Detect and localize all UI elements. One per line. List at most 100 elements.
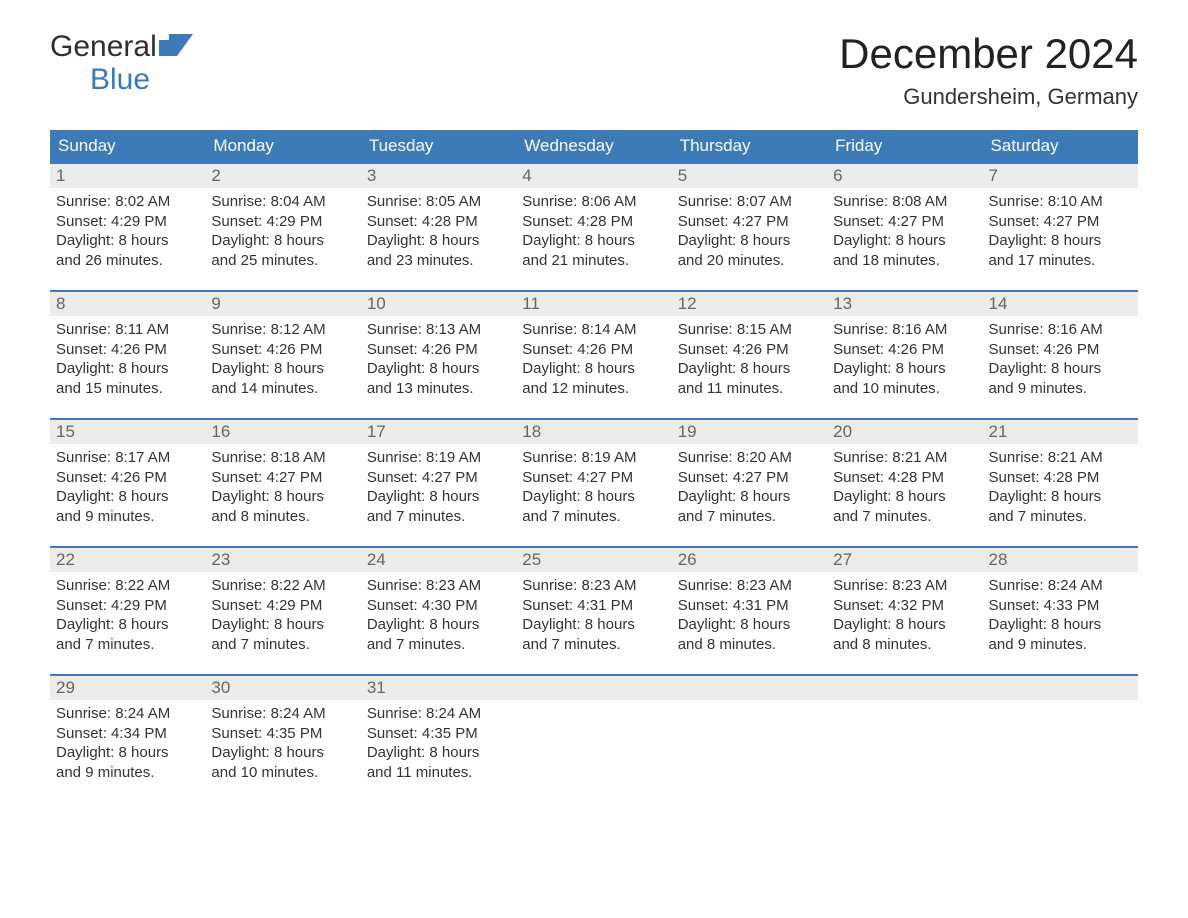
sunset-text: Sunset: 4:27 PM (367, 468, 510, 488)
sunset-text: Sunset: 4:27 PM (522, 468, 665, 488)
d2-text: and 7 minutes. (989, 507, 1132, 527)
d2-text: and 18 minutes. (833, 251, 976, 271)
title-block: December 2024 Gundersheim, Germany (839, 30, 1138, 110)
sunrise-text: Sunrise: 8:02 AM (56, 192, 199, 212)
day-number: 13 (827, 292, 982, 316)
d1-text: Daylight: 8 hours (678, 615, 821, 635)
logo-line1: General (50, 30, 157, 63)
day-content: Sunrise: 8:21 AMSunset: 4:28 PMDaylight:… (827, 444, 982, 532)
day-number: 26 (672, 548, 827, 572)
sunset-text: Sunset: 4:34 PM (56, 724, 199, 744)
day-content: Sunrise: 8:23 AMSunset: 4:32 PMDaylight:… (827, 572, 982, 660)
day-cell: 9Sunrise: 8:12 AMSunset: 4:26 PMDaylight… (205, 292, 360, 404)
sunset-text: Sunset: 4:26 PM (211, 340, 354, 360)
day-cell: 27Sunrise: 8:23 AMSunset: 4:32 PMDayligh… (827, 548, 982, 660)
sunset-text: Sunset: 4:29 PM (56, 596, 199, 616)
d1-text: Daylight: 8 hours (211, 359, 354, 379)
day-content: Sunrise: 8:14 AMSunset: 4:26 PMDaylight:… (516, 316, 671, 404)
day-cell: 21Sunrise: 8:21 AMSunset: 4:28 PMDayligh… (983, 420, 1138, 532)
day-content: Sunrise: 8:23 AMSunset: 4:31 PMDaylight:… (516, 572, 671, 660)
sunrise-text: Sunrise: 8:05 AM (367, 192, 510, 212)
weekday-header: Monday (205, 130, 360, 162)
day-number: 7 (983, 164, 1138, 188)
day-number: 3 (361, 164, 516, 188)
sunrise-text: Sunrise: 8:04 AM (211, 192, 354, 212)
day-number: 9 (205, 292, 360, 316)
sunrise-text: Sunrise: 8:07 AM (678, 192, 821, 212)
d1-text: Daylight: 8 hours (522, 615, 665, 635)
sunrise-text: Sunrise: 8:14 AM (522, 320, 665, 340)
sunrise-text: Sunrise: 8:17 AM (56, 448, 199, 468)
sunrise-text: Sunrise: 8:06 AM (522, 192, 665, 212)
sunset-text: Sunset: 4:29 PM (211, 596, 354, 616)
weeks-container: 1Sunrise: 8:02 AMSunset: 4:29 PMDaylight… (50, 162, 1138, 788)
d2-text: and 15 minutes. (56, 379, 199, 399)
d1-text: Daylight: 8 hours (367, 743, 510, 763)
d1-text: Daylight: 8 hours (367, 231, 510, 251)
d2-text: and 10 minutes. (211, 763, 354, 783)
month-title: December 2024 (839, 30, 1138, 78)
day-cell: 17Sunrise: 8:19 AMSunset: 4:27 PMDayligh… (361, 420, 516, 532)
day-content: Sunrise: 8:08 AMSunset: 4:27 PMDaylight:… (827, 188, 982, 276)
week-row: 22Sunrise: 8:22 AMSunset: 4:29 PMDayligh… (50, 546, 1138, 660)
day-content: Sunrise: 8:18 AMSunset: 4:27 PMDaylight:… (205, 444, 360, 532)
day-number: 27 (827, 548, 982, 572)
logo: General Blue (50, 30, 193, 96)
d2-text: and 7 minutes. (833, 507, 976, 527)
d2-text: and 8 minutes. (833, 635, 976, 655)
sunset-text: Sunset: 4:26 PM (522, 340, 665, 360)
sunrise-text: Sunrise: 8:20 AM (678, 448, 821, 468)
week-row: 8Sunrise: 8:11 AMSunset: 4:26 PMDaylight… (50, 290, 1138, 404)
day-number: 24 (361, 548, 516, 572)
d2-text: and 23 minutes. (367, 251, 510, 271)
day-number: 6 (827, 164, 982, 188)
d1-text: Daylight: 8 hours (678, 487, 821, 507)
d2-text: and 17 minutes. (989, 251, 1132, 271)
d2-text: and 7 minutes. (211, 635, 354, 655)
sunrise-text: Sunrise: 8:21 AM (833, 448, 976, 468)
sunset-text: Sunset: 4:28 PM (367, 212, 510, 232)
sunrise-text: Sunrise: 8:22 AM (56, 576, 199, 596)
day-content: Sunrise: 8:04 AMSunset: 4:29 PMDaylight:… (205, 188, 360, 276)
day-cell (516, 676, 671, 788)
day-cell: 14Sunrise: 8:16 AMSunset: 4:26 PMDayligh… (983, 292, 1138, 404)
day-cell: 23Sunrise: 8:22 AMSunset: 4:29 PMDayligh… (205, 548, 360, 660)
location: Gundersheim, Germany (839, 84, 1138, 110)
d2-text: and 25 minutes. (211, 251, 354, 271)
day-cell (672, 676, 827, 788)
d2-text: and 21 minutes. (522, 251, 665, 271)
day-content: Sunrise: 8:15 AMSunset: 4:26 PMDaylight:… (672, 316, 827, 404)
day-cell: 16Sunrise: 8:18 AMSunset: 4:27 PMDayligh… (205, 420, 360, 532)
d2-text: and 11 minutes. (678, 379, 821, 399)
day-number: 19 (672, 420, 827, 444)
day-cell: 4Sunrise: 8:06 AMSunset: 4:28 PMDaylight… (516, 164, 671, 276)
d2-text: and 26 minutes. (56, 251, 199, 271)
day-cell: 10Sunrise: 8:13 AMSunset: 4:26 PMDayligh… (361, 292, 516, 404)
d1-text: Daylight: 8 hours (56, 359, 199, 379)
day-number: 16 (205, 420, 360, 444)
sunset-text: Sunset: 4:27 PM (989, 212, 1132, 232)
sunrise-text: Sunrise: 8:24 AM (989, 576, 1132, 596)
d2-text: and 7 minutes. (522, 507, 665, 527)
weekday-header: Saturday (983, 130, 1138, 162)
day-number (672, 676, 827, 700)
day-number: 21 (983, 420, 1138, 444)
day-cell: 31Sunrise: 8:24 AMSunset: 4:35 PMDayligh… (361, 676, 516, 788)
day-number: 12 (672, 292, 827, 316)
sunset-text: Sunset: 4:35 PM (211, 724, 354, 744)
day-number: 15 (50, 420, 205, 444)
sunset-text: Sunset: 4:29 PM (56, 212, 199, 232)
sunset-text: Sunset: 4:35 PM (367, 724, 510, 744)
sunset-text: Sunset: 4:27 PM (678, 212, 821, 232)
day-content: Sunrise: 8:13 AMSunset: 4:26 PMDaylight:… (361, 316, 516, 404)
sunrise-text: Sunrise: 8:11 AM (56, 320, 199, 340)
day-content: Sunrise: 8:24 AMSunset: 4:35 PMDaylight:… (361, 700, 516, 788)
d2-text: and 9 minutes. (56, 763, 199, 783)
d2-text: and 9 minutes. (56, 507, 199, 527)
weekday-header: Thursday (672, 130, 827, 162)
day-content: Sunrise: 8:22 AMSunset: 4:29 PMDaylight:… (205, 572, 360, 660)
day-number: 1 (50, 164, 205, 188)
d2-text: and 7 minutes. (522, 635, 665, 655)
day-number: 8 (50, 292, 205, 316)
sunset-text: Sunset: 4:28 PM (989, 468, 1132, 488)
